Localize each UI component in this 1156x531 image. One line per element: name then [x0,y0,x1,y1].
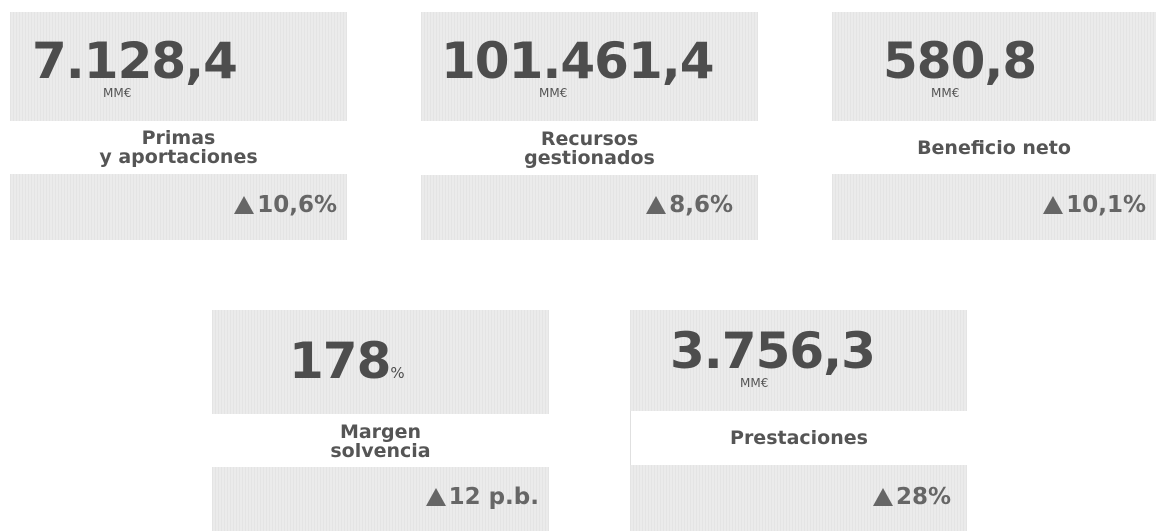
up-icon [646,196,667,214]
change: 10,1% [1043,192,1146,218]
unit: MM€ [539,86,568,100]
label: Beneficio neto [832,123,1156,173]
value: 7.128,4 [32,32,238,90]
change-text: 10,1% [1066,192,1146,218]
change-text: 28% [895,484,951,510]
value-box: 580,8 MM€ [832,12,1156,121]
unit: % [390,364,405,382]
up-icon [1043,196,1064,214]
label-line: gestionados [524,147,655,169]
kpi-card: 7.128,4 MM€ Primas y aportaciones 10,6% [10,12,347,240]
change: 10,6% [234,192,337,218]
label: Recursos gestionados [421,123,758,175]
change: 28% [872,484,951,510]
value: 580,8 [883,32,1037,90]
up-icon [234,196,255,214]
change-text: 12 p.b. [448,484,539,510]
kpi-card: 101.461,4 MM€ Recursos gestionados 8,6% [421,12,758,240]
label-line: Beneficio neto [917,136,1071,159]
label-line: solvencia [330,440,431,462]
label-line: y aportaciones [99,146,258,168]
unit: MM€ [740,376,769,390]
value-box: 101.461,4 MM€ [421,12,758,121]
value-box: 7.128,4 MM€ [10,12,347,121]
value-box: 178% [212,310,549,414]
change: 8,6% [646,192,733,218]
change-box: 8,6% [421,175,758,240]
kpi-card: 580,8 MM€ Beneficio neto 10,1% [832,12,1156,240]
label: Primas y aportaciones [10,123,347,173]
label-line: Primas [141,127,216,149]
change-box: 28% [630,465,967,531]
change-box: 10,1% [832,174,1156,240]
label-line: Recursos [540,128,639,150]
unit: MM€ [931,86,960,100]
value-box: 3.756,3 MM€ [630,310,967,411]
unit: MM€ [103,86,132,100]
kpi-card: 178% Margen solvencia 12 p.b. [212,310,549,531]
label: Margen solvencia [212,416,549,468]
kpi-card: 3.756,3 MM€ Prestaciones 28% [630,310,967,531]
up-icon [872,488,893,506]
up-icon [425,488,446,506]
change-text: 10,6% [257,192,337,218]
label: Prestaciones [630,411,967,465]
value: 178% [289,336,405,386]
value-number: 178 [289,332,391,390]
value: 3.756,3 [670,322,876,380]
label-line: Margen [339,421,422,443]
change-box: 10,6% [10,174,347,240]
label-line: Prestaciones [730,426,868,449]
change-box: 12 p.b. [212,467,549,531]
value: 101.461,4 [441,32,715,90]
change: 12 p.b. [425,484,539,510]
change-text: 8,6% [669,192,733,218]
